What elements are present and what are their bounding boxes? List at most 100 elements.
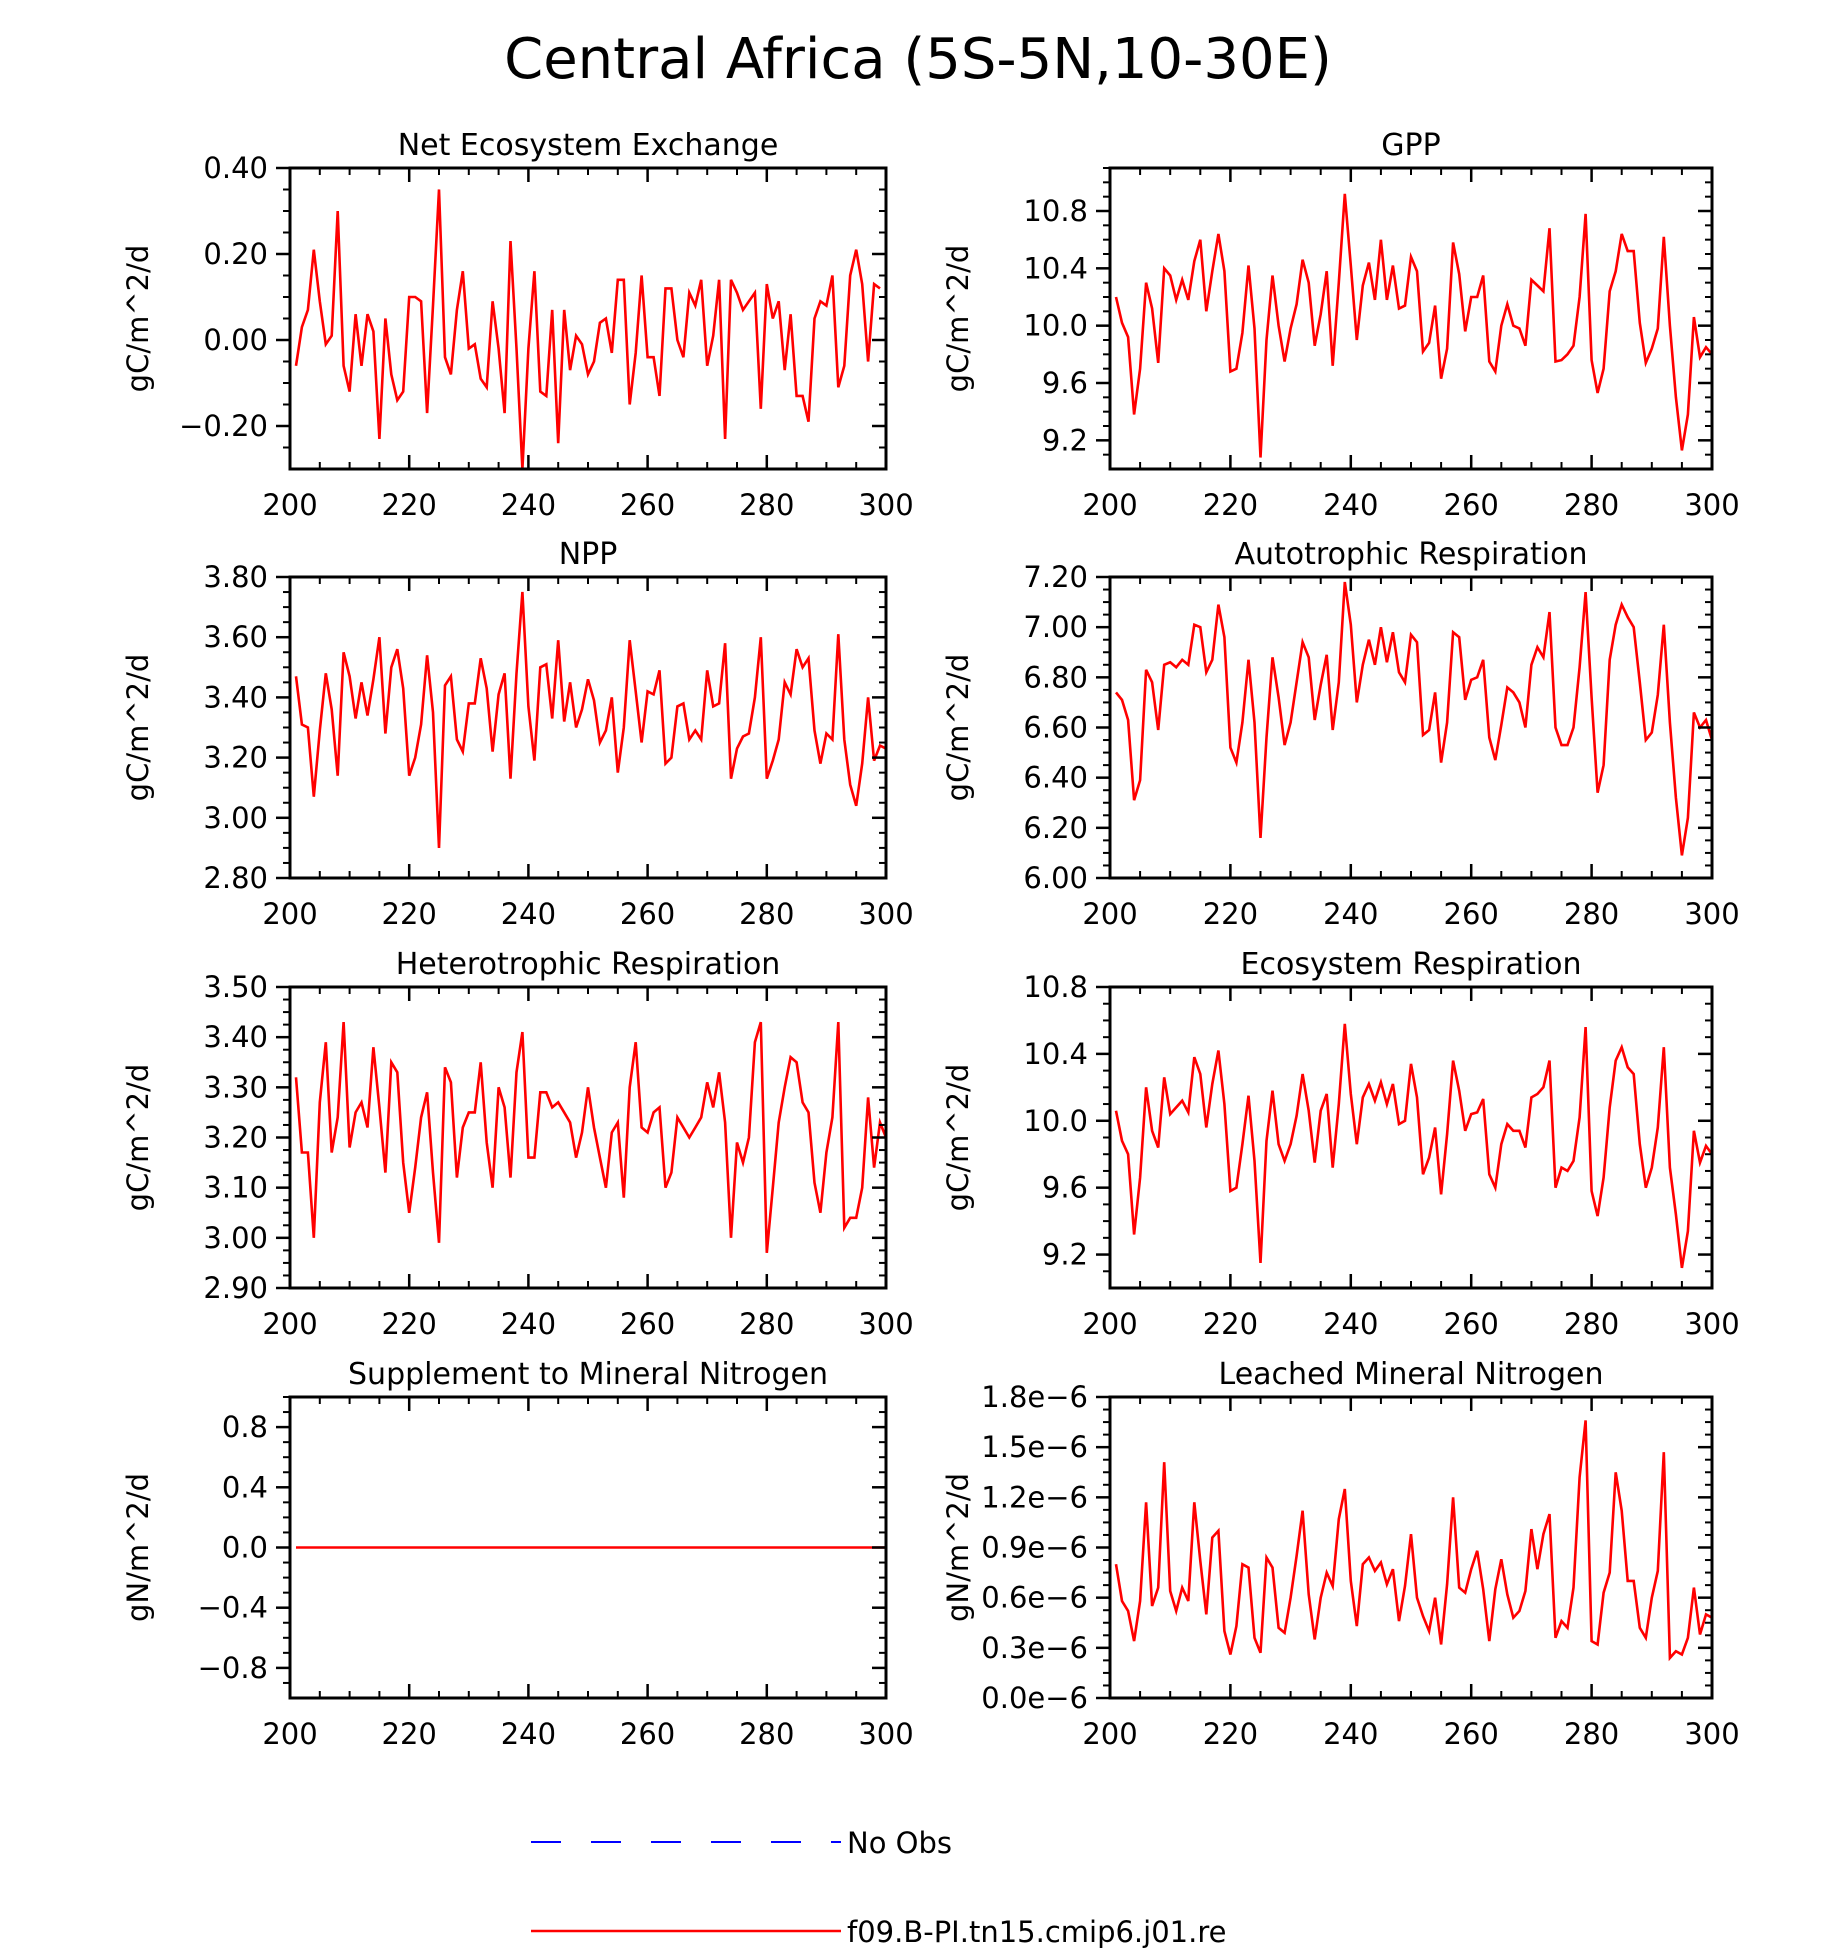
heterotrophic-respiration-panel: Heterotrophic Respiration gC/m^2/d 200 220 2… xyxy=(121,947,914,1341)
leached-mineral-nitrogen-ytick-label: 0.3e−6 xyxy=(981,1631,1088,1665)
npp-xtick-label: 260 xyxy=(620,897,675,931)
ecosystem-respiration-ytick-label: 10.0 xyxy=(1023,1104,1088,1138)
ecosystem-respiration-ytick-label: 9.6 xyxy=(1042,1171,1088,1205)
net-ecosystem-exchange-xtick-label: 300 xyxy=(858,488,913,522)
leached-mineral-nitrogen-ytick-label: 0.0e−6 xyxy=(981,1681,1088,1715)
heterotrophic-respiration-frame xyxy=(288,985,888,1290)
heterotrophic-respiration-ytick-label: 3.30 xyxy=(203,1070,268,1104)
gpp-ylabel: gC/m^2/d xyxy=(941,245,975,393)
npp-ytick-label: 3.40 xyxy=(203,680,268,714)
supplement-to-mineral-nitrogen-xtick-label: 260 xyxy=(620,1717,675,1751)
gpp-ytick-label: 10.4 xyxy=(1023,251,1088,285)
gpp-ytick-label: 9.2 xyxy=(1042,423,1088,457)
npp-ylabel: gC/m^2/d xyxy=(121,654,155,802)
gpp-title: GPP xyxy=(1381,128,1440,163)
autotrophic-respiration-series-line xyxy=(1114,581,1714,856)
npp-xtick-label: 200 xyxy=(262,897,317,931)
net-ecosystem-exchange-ylabel: gC/m^2/d xyxy=(121,245,155,393)
ecosystem-respiration-ytick-label: 10.4 xyxy=(1023,1037,1088,1071)
gpp-series-line xyxy=(1114,193,1713,458)
leached-mineral-nitrogen-ytick-label: 1.5e−6 xyxy=(981,1430,1088,1464)
autotrophic-respiration-ytick-label: 6.60 xyxy=(1023,711,1088,745)
supplement-to-mineral-nitrogen-ytick-label: 0.8 xyxy=(222,1410,268,1444)
net-ecosystem-exchange-ytick-label: 0.40 xyxy=(203,151,268,185)
gpp-ytick-label: 10.0 xyxy=(1023,309,1088,343)
npp-title: NPP xyxy=(559,537,618,572)
net-ecosystem-exchange-series-line xyxy=(294,189,881,470)
legend-model-label: f09.B-PI.tn15.cmip6.j01.re xyxy=(847,1915,1226,1948)
autotrophic-respiration-panel: Autotrophic Respiration gC/m^2/d 200 220 240… xyxy=(941,537,1740,931)
npp-ytick-label: 3.20 xyxy=(203,741,268,775)
leached-mineral-nitrogen-title: Leached Mineral Nitrogen xyxy=(1219,1357,1604,1392)
autotrophic-respiration-xtick-label: 200 xyxy=(1082,897,1137,931)
gpp-xtick-label: 220 xyxy=(1203,488,1258,522)
npp-xtick-label: 220 xyxy=(382,897,437,931)
npp-ytick-label: 3.00 xyxy=(203,801,268,835)
autotrophic-respiration-xtick-label: 220 xyxy=(1203,897,1258,931)
ecosystem-respiration-panel: Ecosystem Respiration gC/m^2/d 200 220 240 26… xyxy=(941,947,1740,1341)
npp-ytick-label: 2.80 xyxy=(203,861,268,895)
net-ecosystem-exchange-ytick-label: 0.20 xyxy=(203,237,268,271)
gpp-xtick-label: 260 xyxy=(1444,488,1499,522)
ecosystem-respiration-ytick-label: 10.8 xyxy=(1023,970,1088,1004)
gpp-ytick-label: 9.6 xyxy=(1042,366,1088,400)
npp-panel: NPP gC/m^2/d 200 220 240 260 280 300 2.80 3.00 3.2… xyxy=(121,537,914,931)
heterotrophic-respiration-xtick-label: 240 xyxy=(501,1307,556,1341)
npp-xtick-label: 240 xyxy=(501,897,556,931)
leached-mineral-nitrogen-xtick-label: 280 xyxy=(1564,1717,1619,1751)
autotrophic-respiration-ytick-label: 7.20 xyxy=(1023,560,1088,594)
net-ecosystem-exchange-xtick-label: 240 xyxy=(501,488,556,522)
supplement-to-mineral-nitrogen-xtick-label: 300 xyxy=(858,1717,913,1751)
supplement-to-mineral-nitrogen-ytick-label: −0.4 xyxy=(198,1591,268,1625)
leached-mineral-nitrogen-series-line xyxy=(1114,1420,1713,1662)
npp-frame xyxy=(288,575,888,880)
heterotrophic-respiration-xtick-label: 220 xyxy=(382,1307,437,1341)
leached-mineral-nitrogen-ylabel: gN/m^2/d xyxy=(941,1473,975,1622)
autotrophic-respiration-ytick-label: 6.80 xyxy=(1023,660,1088,694)
autotrophic-respiration-xtick-label: 240 xyxy=(1323,897,1378,931)
ecosystem-respiration-xtick-label: 260 xyxy=(1444,1307,1499,1341)
ecosystem-respiration-xtick-label: 280 xyxy=(1564,1307,1619,1341)
autotrophic-respiration-xtick-label: 260 xyxy=(1444,897,1499,931)
leached-mineral-nitrogen-xtick-label: 260 xyxy=(1444,1717,1499,1751)
heterotrophic-respiration-xtick-label: 300 xyxy=(858,1307,913,1341)
ecosystem-respiration-series-line xyxy=(1114,1023,1714,1269)
gpp-ytick-label: 10.8 xyxy=(1023,194,1088,228)
heterotrophic-respiration-ylabel: gC/m^2/d xyxy=(121,1064,155,1212)
leached-mineral-nitrogen-xtick-label: 220 xyxy=(1203,1717,1258,1751)
supplement-to-mineral-nitrogen-ytick-label: 0.4 xyxy=(222,1470,268,1504)
leached-mineral-nitrogen-panel: Leached Mineral Nitrogen gN/m^2/d 200 220 24… xyxy=(941,1357,1740,1751)
supplement-to-mineral-nitrogen-xtick-label: 200 xyxy=(262,1717,317,1751)
leached-mineral-nitrogen-ytick-label: 1.2e−6 xyxy=(981,1480,1088,1514)
gpp-panel: GPP gC/m^2/d 200 220 240 260 280 300 9.2 9.6 10.0 1… xyxy=(941,128,1740,522)
autotrophic-respiration-title: Autotrophic Respiration xyxy=(1234,537,1587,572)
net-ecosystem-exchange-xtick-label: 200 xyxy=(262,488,317,522)
npp-xtick-label: 280 xyxy=(739,897,794,931)
npp-ytick-label: 3.80 xyxy=(203,560,268,594)
autotrophic-respiration-frame xyxy=(1108,575,1714,880)
net-ecosystem-exchange-ytick-label: −0.20 xyxy=(179,409,268,443)
net-ecosystem-exchange-xtick-label: 280 xyxy=(739,488,794,522)
heterotrophic-respiration-ytick-label: 3.40 xyxy=(203,1020,268,1054)
autotrophic-respiration-xtick-label: 300 xyxy=(1684,897,1739,931)
panels: Net Ecosystem Exchange gC/m^2/d 200 220 240 2… xyxy=(121,128,1740,1751)
net-ecosystem-exchange-title: Net Ecosystem Exchange xyxy=(398,128,779,163)
leached-mineral-nitrogen-ytick-label: 0.6e−6 xyxy=(981,1581,1088,1615)
ecosystem-respiration-xtick-label: 220 xyxy=(1203,1307,1258,1341)
heterotrophic-respiration-xtick-label: 200 xyxy=(262,1307,317,1341)
npp-xtick-label: 300 xyxy=(858,897,913,931)
net-ecosystem-exchange-xtick-label: 220 xyxy=(382,488,437,522)
npp-series-line xyxy=(294,591,887,848)
ecosystem-respiration-title: Ecosystem Respiration xyxy=(1241,947,1582,982)
legend-no-obs-label: No Obs xyxy=(847,1826,952,1860)
supplement-to-mineral-nitrogen-ytick-label: −0.8 xyxy=(198,1651,268,1685)
autotrophic-respiration-ytick-label: 7.00 xyxy=(1023,610,1088,644)
autotrophic-respiration-ytick-label: 6.20 xyxy=(1023,811,1088,845)
gpp-xtick-label: 200 xyxy=(1082,488,1137,522)
autotrophic-respiration-ytick-label: 6.00 xyxy=(1023,861,1088,895)
gpp-xtick-label: 300 xyxy=(1684,488,1739,522)
supplement-to-mineral-nitrogen-xtick-label: 240 xyxy=(501,1717,556,1751)
leached-mineral-nitrogen-ytick-label: 1.8e−6 xyxy=(981,1380,1088,1414)
ecosystem-respiration-xtick-label: 240 xyxy=(1323,1307,1378,1341)
gpp-xtick-label: 280 xyxy=(1564,488,1619,522)
